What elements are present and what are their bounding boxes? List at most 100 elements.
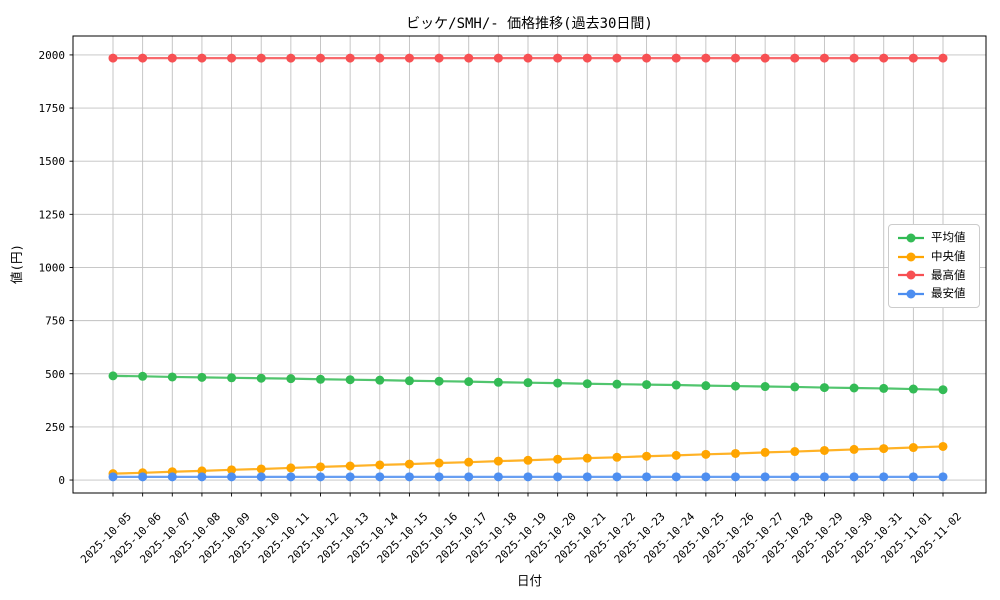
data-point	[701, 449, 711, 459]
data-point	[938, 441, 948, 451]
y-tick-label: 0	[58, 474, 65, 487]
data-point	[849, 444, 859, 454]
data-point	[612, 53, 622, 63]
data-point	[345, 472, 355, 482]
data-point	[671, 472, 681, 482]
data-point	[227, 472, 237, 482]
data-point	[879, 444, 889, 454]
data-point	[167, 372, 177, 382]
data-point	[849, 383, 859, 393]
data-point	[138, 371, 148, 381]
data-point	[938, 472, 948, 482]
data-point	[404, 472, 414, 482]
data-point	[434, 376, 444, 386]
data-point	[227, 53, 237, 63]
data-point	[464, 377, 474, 387]
data-point	[582, 453, 592, 463]
data-point	[197, 472, 207, 482]
data-point	[642, 472, 652, 482]
data-point	[790, 472, 800, 482]
data-point	[849, 472, 859, 482]
data-point	[790, 53, 800, 63]
legend-item-min: 最安値	[897, 288, 971, 300]
data-point	[316, 472, 326, 482]
data-point	[493, 456, 503, 466]
data-point	[582, 53, 592, 63]
data-point	[908, 53, 918, 63]
data-point	[316, 374, 326, 384]
data-point	[671, 380, 681, 390]
data-point	[286, 53, 296, 63]
data-point	[879, 383, 889, 393]
series-average	[108, 371, 948, 395]
data-point	[167, 472, 177, 482]
data-point	[553, 472, 563, 482]
data-point	[256, 472, 266, 482]
legend-item-max: 最高値	[897, 267, 971, 282]
data-point	[642, 53, 652, 63]
data-point	[642, 451, 652, 461]
legend-item-average: 平均値	[897, 231, 971, 244]
data-point	[197, 372, 207, 382]
data-point	[375, 375, 385, 385]
data-point	[138, 53, 148, 63]
y-tick-label: 1000	[39, 261, 66, 274]
x-axis-label: 日付	[516, 573, 542, 588]
data-point	[701, 53, 711, 63]
data-point	[523, 455, 533, 465]
data-point	[938, 53, 948, 63]
data-point	[375, 460, 385, 470]
data-point	[108, 371, 118, 381]
data-point	[731, 448, 741, 458]
data-point	[375, 472, 385, 482]
tick-marks	[69, 54, 944, 497]
data-point	[553, 378, 563, 388]
data-point	[760, 472, 770, 482]
data-point	[316, 462, 326, 472]
data-point	[671, 53, 681, 63]
data-point	[553, 53, 563, 63]
data-point	[108, 53, 118, 63]
data-point	[731, 381, 741, 391]
data-point	[286, 374, 296, 384]
data-point	[256, 53, 266, 63]
data-point	[434, 53, 444, 63]
chart-title: ビッケ/SMH/- 価格推移(過去30日間)	[406, 16, 653, 32]
data-point	[582, 379, 592, 389]
data-point	[404, 459, 414, 469]
data-point	[404, 376, 414, 386]
data-point	[819, 383, 829, 393]
data-point	[908, 443, 918, 453]
legend-marker-max	[898, 270, 924, 280]
data-point	[819, 472, 829, 482]
data-point	[701, 472, 711, 482]
legend-marker-min	[898, 289, 924, 299]
data-point	[760, 53, 770, 63]
legend: 平均値中央値最高値最安値	[888, 224, 980, 308]
data-point	[197, 53, 207, 63]
data-point	[345, 53, 355, 63]
data-point	[642, 380, 652, 390]
y-tick-label: 750	[45, 315, 65, 328]
data-point	[227, 465, 237, 475]
data-point	[493, 377, 503, 387]
data-point	[819, 445, 829, 455]
series-min	[108, 472, 948, 482]
data-point	[938, 385, 948, 395]
data-point	[790, 382, 800, 392]
data-point	[227, 373, 237, 383]
legend-label: 最高値	[931, 267, 966, 282]
data-point	[523, 53, 533, 63]
data-point	[731, 472, 741, 482]
data-point	[464, 457, 474, 467]
data-point	[493, 53, 503, 63]
y-tick-label: 1250	[39, 208, 66, 221]
data-point	[404, 53, 414, 63]
legend-item-median: 中央値	[897, 250, 971, 263]
data-point	[464, 472, 474, 482]
data-point	[493, 472, 503, 482]
data-point	[523, 472, 533, 482]
data-point	[790, 447, 800, 457]
y-tick-label: 500	[45, 368, 65, 381]
